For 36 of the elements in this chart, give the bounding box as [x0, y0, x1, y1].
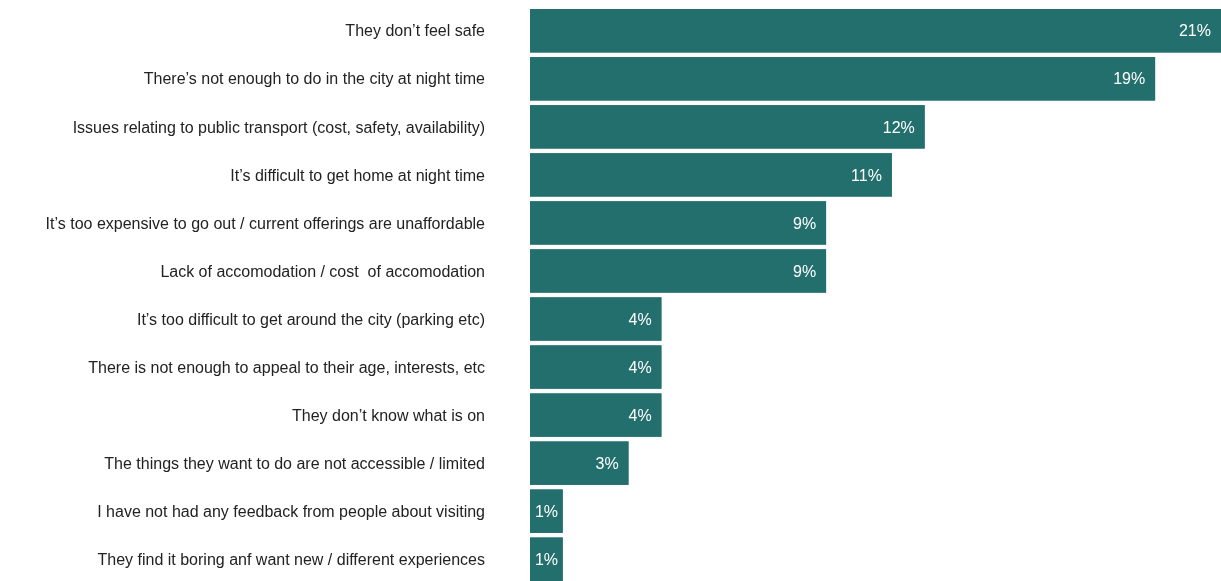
- y-tick-label: It’s too expensive to go out / current offerings are unaffordable: [45, 214, 486, 232]
- y-tick-label: There is not enough to appeal to their age, interests, etc: [88, 358, 485, 376]
- data-label: 9%: [793, 262, 817, 280]
- bar: [530, 297, 662, 341]
- bar: [530, 153, 892, 197]
- bar: [530, 105, 925, 149]
- y-tick-label: They don’t know what is on: [292, 406, 485, 424]
- bar: [530, 393, 662, 437]
- data-label: 3%: [595, 454, 619, 472]
- data-label: 1%: [534, 550, 559, 568]
- y-tick-label: There’s not enough to do in the city at night time: [143, 70, 486, 88]
- y-tick-label: Issues relating to public transport (cost, safety, availability): [72, 118, 485, 136]
- data-label: 4%: [628, 406, 652, 424]
- data-label: 12%: [882, 118, 915, 136]
- y-tick-label: It’s too difficult to get around the city (parking etc): [136, 310, 485, 328]
- y-tick-label: It’s difficult to get home at night time: [230, 166, 486, 184]
- y-tick-label: The things they want to do are not accessible / limited: [104, 454, 485, 472]
- data-label: 11%: [851, 166, 882, 184]
- bar: [530, 441, 629, 485]
- bar: [530, 9, 1221, 53]
- y-tick-label: They find it boring anf want new / different experiences: [97, 550, 485, 568]
- y-tick-label: They don’t feel safe: [345, 22, 486, 40]
- data-label: 4%: [628, 358, 652, 376]
- bar: [530, 345, 662, 389]
- data-label: 4%: [628, 310, 652, 328]
- data-label: 19%: [1113, 70, 1146, 88]
- data-label: 1%: [534, 502, 559, 520]
- data-label: 9%: [793, 214, 817, 232]
- bar: [530, 57, 1156, 101]
- bar: [530, 201, 827, 245]
- y-tick-label: Lack of accomodation / cost of accomodation: [160, 262, 485, 280]
- y-tick-label: I have not had any feedback from people about visiting: [97, 502, 485, 520]
- bar: [530, 537, 563, 581]
- data-label: 21%: [1178, 22, 1211, 40]
- bar: [530, 249, 827, 293]
- bar: [530, 489, 563, 533]
